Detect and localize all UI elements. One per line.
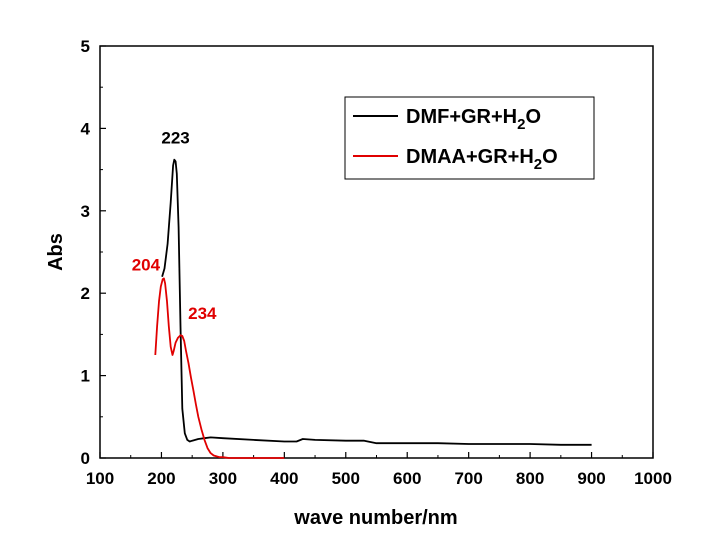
y-axis-title: Abs: [45, 233, 67, 271]
x-tick-label: 200: [147, 469, 175, 488]
series-line-0: [161, 158, 592, 446]
y-tick-label: 1: [81, 367, 90, 386]
y-tick-label: 2: [81, 284, 90, 303]
y-tick-label: 0: [81, 449, 90, 468]
peak-label: 234: [188, 304, 217, 323]
x-tick-label: 800: [516, 469, 544, 488]
legend: DMF+GR+H2O DMAA+GR+H2O: [344, 96, 595, 180]
y-tick-label: 4: [81, 119, 91, 138]
peak-label: 223: [161, 129, 189, 148]
x-tick-label: 1000: [634, 469, 672, 488]
legend-box: [344, 96, 595, 180]
x-tick-label: 300: [209, 469, 237, 488]
annotation-layer: 223 204 234: [132, 129, 217, 324]
series-line-1: [154, 277, 285, 459]
y-axis-ticks: 0 1 2 3 4 5: [81, 37, 106, 468]
x-tick-label: 600: [393, 469, 421, 488]
x-tick-label: 400: [270, 469, 298, 488]
legend-text-dmaa: DMAA+GR+H2O: [406, 146, 558, 173]
series-layer: [154, 158, 592, 459]
legend-text-dmf: DMF+GR+H2O: [406, 106, 541, 133]
x-tick-label: 700: [454, 469, 482, 488]
x-tick-label: 100: [86, 469, 114, 488]
y-tick-label: 3: [81, 202, 90, 221]
peak-label: 204: [132, 255, 161, 274]
x-tick-label: 500: [332, 469, 360, 488]
x-axis-title: wave number/nm: [293, 507, 457, 529]
x-axis-ticks: 100 200 300 400 500 600 700 800 900 1000: [86, 452, 672, 488]
y-tick-label: 5: [81, 37, 90, 56]
x-tick-label: 900: [577, 469, 605, 488]
